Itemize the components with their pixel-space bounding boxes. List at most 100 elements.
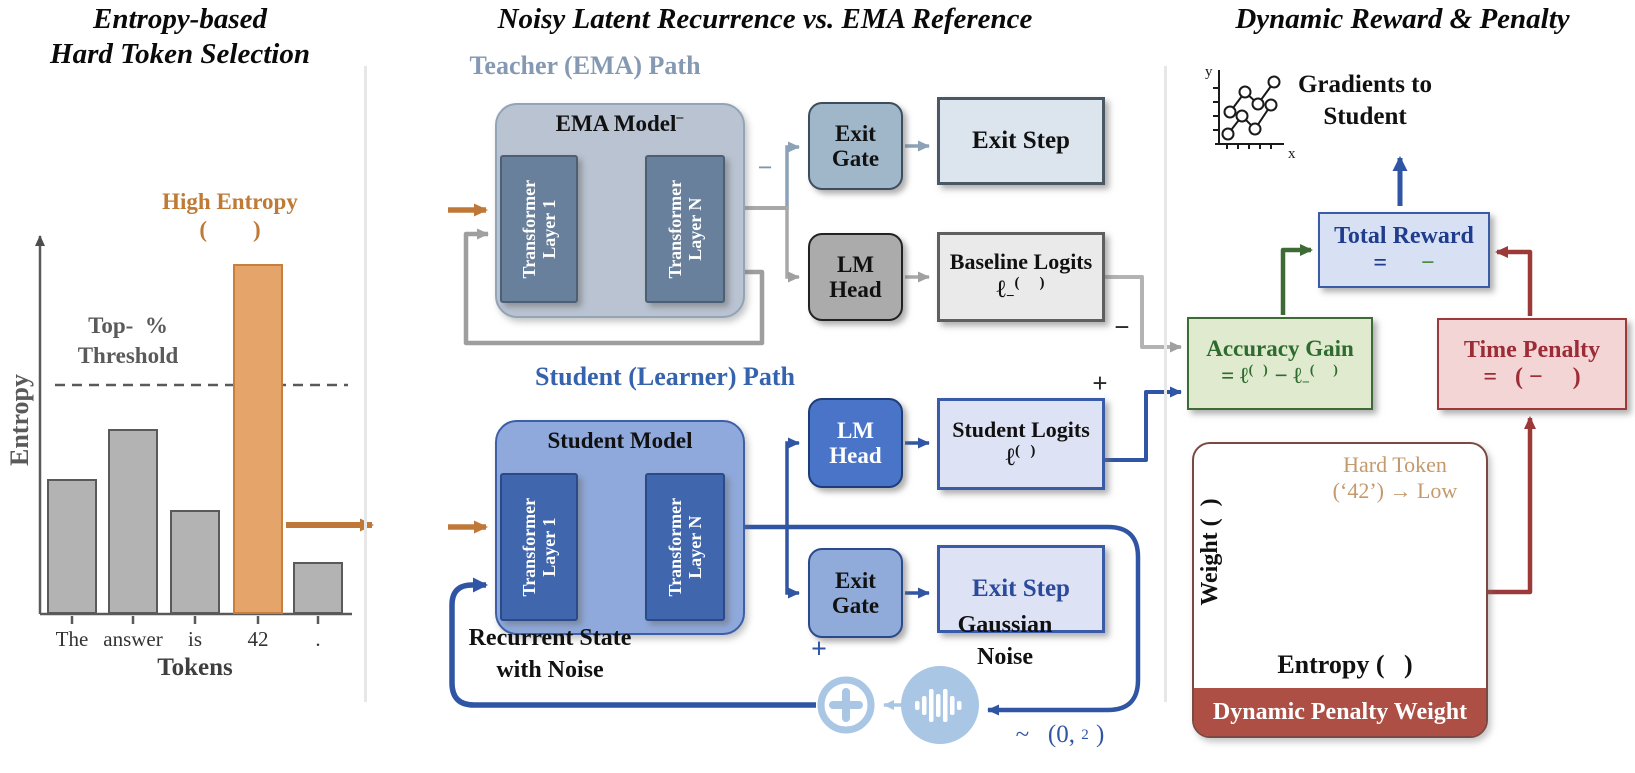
lm-head-text: LM	[836, 417, 875, 443]
dynamic-penalty-weight-footer: Dynamic Penalty Weight	[1194, 688, 1486, 736]
layer-text: Transformer	[518, 497, 539, 597]
entropy-axis-label: Entropy	[5, 374, 34, 466]
penalty-to-reward-arrow	[1495, 246, 1533, 316]
exit-gate-text: Gate	[831, 146, 880, 171]
lm-head-text: Head	[829, 277, 882, 302]
student-lm-head: LM Head	[808, 398, 903, 488]
teacher-recurrence-loop	[463, 228, 765, 346]
left-panel-title-line1: Entropy-based	[93, 2, 267, 35]
threshold-label-line2: Threshold	[77, 343, 179, 368]
student-connectors	[448, 386, 1182, 716]
time-penalty-formula: = ( − )	[1483, 364, 1581, 390]
layer-text: Transformer	[664, 497, 685, 597]
mini-chart-x-label: x	[1288, 146, 1296, 162]
token-label: The	[55, 626, 89, 651]
layer-text: Layer N	[685, 197, 706, 261]
student-logits-label: Student Logits	[952, 416, 1090, 442]
teacher-transformer-layer-1: Transformer Layer 1	[500, 155, 578, 303]
baseline-logits-formula: ℓ−( )	[996, 274, 1046, 305]
layer-text: Layer 1	[539, 199, 560, 259]
noisy-state-return-loop	[449, 577, 816, 708]
ema-model-title: EMA Model ¯	[495, 110, 745, 138]
left-panel-title-line2: Hard Token Selection	[50, 37, 310, 70]
token-label: is	[187, 626, 202, 651]
entropy-plot-axis-label: Entropy ( )	[1277, 650, 1413, 679]
layer-text: Transformer	[664, 179, 685, 279]
ema-theta-bar: ¯	[676, 116, 685, 131]
gain-plus-label: +	[1092, 367, 1108, 398]
recurrent-state-label-line1: Recurrent State	[468, 624, 632, 651]
gain-minus-label: −	[1114, 311, 1130, 342]
reward-connectors	[1280, 156, 1536, 595]
tokens-axis-label: Tokens	[157, 654, 233, 681]
lm-head-text: Head	[829, 443, 882, 468]
threshold-label-line1: Top- %	[88, 313, 168, 338]
teacher-path-label: Teacher (EMA) Path	[469, 51, 701, 80]
token-label: .	[315, 626, 321, 651]
student-transformer-layer-1: Transformer Layer 1	[500, 473, 578, 621]
teacher-lm-head: LM Head	[808, 233, 903, 321]
entropy-bar-answer	[108, 429, 158, 614]
gradients-label-line2: Student	[1323, 103, 1407, 130]
middle-panel-title: Noisy Latent Recurrence vs. EMA Referenc…	[497, 2, 1033, 35]
teacher-exit-gate: Exit Gate	[808, 102, 903, 190]
accuracy-gain-box: Accuracy Gain = ℓ( ) − ℓ−( )	[1187, 317, 1373, 410]
time-penalty-label: Time Penalty	[1463, 337, 1601, 363]
right-panel-title: Dynamic Reward & Penalty	[1235, 2, 1570, 35]
exit-gate-text: Gate	[831, 593, 880, 618]
student-transformer-layer-n: Transformer Layer N	[645, 473, 725, 621]
exit-step-text: Exit Step	[972, 575, 1070, 602]
token-label: 42	[247, 626, 269, 651]
teacher-transformer-layer-n: Transformer Layer N	[645, 155, 725, 303]
student-logits-to-gain	[1105, 386, 1182, 462]
entropy-bar-42-highlight	[233, 264, 283, 614]
entropy-chart-axes	[35, 235, 352, 624]
panel-divider-right	[1164, 66, 1167, 702]
ema-model-label: EMA Model	[555, 111, 677, 136]
entropy-bar-period	[293, 562, 343, 614]
weight-to-penalty-arrow	[1488, 416, 1536, 595]
weight-axis-label: Weight ( )	[1196, 498, 1223, 606]
total-reward-label: Total Reward	[1334, 223, 1474, 249]
token-label: answer	[103, 626, 163, 651]
student-model-label: Student Model	[547, 428, 693, 453]
baseline-logits-box: Baseline Logits ℓ−( )	[937, 232, 1105, 322]
entropy-bar-is	[170, 510, 220, 614]
panel-divider-left	[364, 66, 367, 702]
student-logits-box: Student Logits ℓ( )	[937, 398, 1105, 490]
layer-text: Layer N	[685, 515, 706, 579]
student-logits-formula: ℓ( )	[1005, 442, 1037, 471]
time-penalty-box: Time Penalty = ( − )	[1437, 318, 1627, 410]
total-reward-formula: = −	[1373, 250, 1435, 276]
gaussian-noise-icon	[901, 666, 979, 744]
sum-plus-label: +	[811, 634, 827, 665]
exit-gate-text: Exit	[835, 567, 876, 593]
layer-text: Layer 1	[539, 517, 560, 577]
exit-gate-text: Exit	[835, 120, 876, 146]
noise-distribution-formula: ~ (0, 2 )	[1015, 721, 1105, 748]
layer-text: Transformer	[518, 179, 539, 279]
high-entropy-parens: ( )	[199, 217, 261, 242]
student-path-label: Student (Learner) Path	[535, 362, 795, 391]
sum-plus-icon	[817, 676, 875, 734]
baseline-logits-label: Baseline Logits	[949, 248, 1093, 274]
recurrent-state-label-line2: with Noise	[496, 656, 604, 683]
high-entropy-label: High Entropy	[162, 189, 298, 214]
baseline-logits-to-gain	[1105, 275, 1182, 353]
gaussian-noise-label-line1: Gaussian	[957, 611, 1053, 638]
recurrent-state-line	[727, 524, 1141, 716]
teacher-exit-step: Exit Step	[937, 97, 1105, 185]
accuracy-gain-formula: = ℓ( ) − ℓ−( )	[1221, 362, 1339, 390]
mini-chart-y-label: y	[1205, 64, 1213, 80]
teacher-branch-minus: −	[757, 153, 773, 182]
total-reward-box: Total Reward = −	[1318, 212, 1490, 288]
hard-token-annotation-line2: (‘42’) → Low	[1332, 478, 1458, 503]
scatter-chart-icon: y x	[1205, 64, 1296, 162]
exit-step-text: Exit Step	[972, 127, 1070, 154]
gradients-label-line1: Gradients to	[1297, 71, 1433, 98]
gaussian-noise-label-line2: Noise	[977, 643, 1033, 670]
gain-to-reward-arrow	[1280, 244, 1313, 315]
lm-head-text: LM	[836, 251, 875, 277]
penalty-weight-panel: Dynamic Penalty Weight	[1192, 442, 1488, 738]
